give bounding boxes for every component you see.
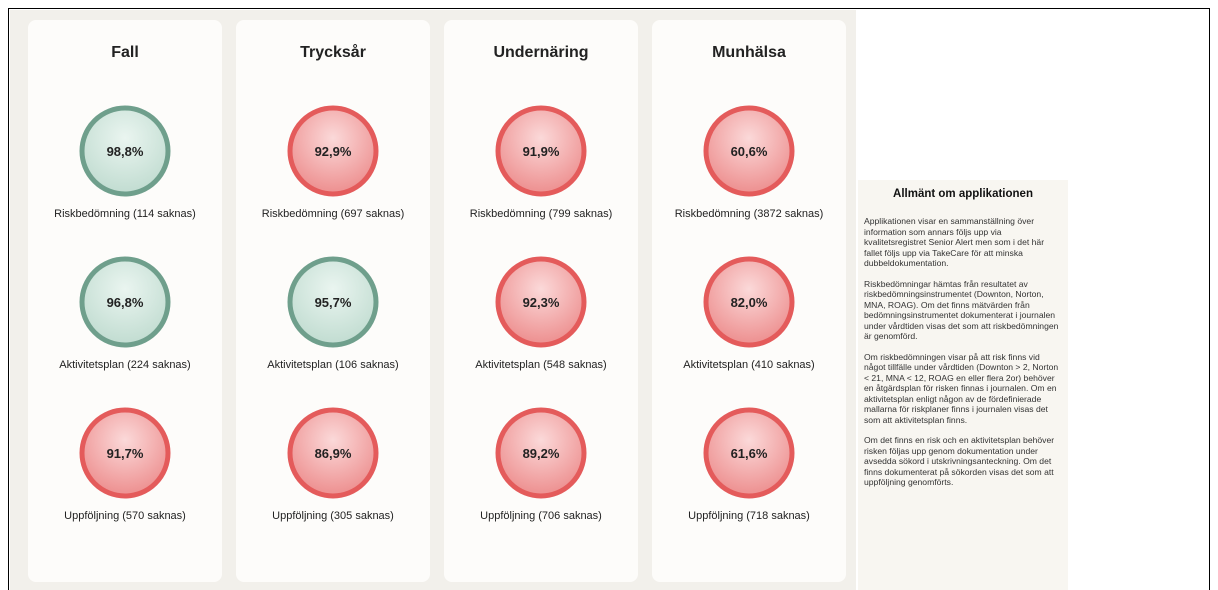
gauge-circle (287, 256, 379, 348)
metric: 96,8% Aktivitetsplan (224 saknas) (28, 255, 222, 405)
info-paragraph: Riskbedömningar hämtas från resultatet a… (864, 278, 1059, 342)
metric-label: Uppföljning (718 saknas) (688, 510, 810, 522)
gauge-circle (79, 407, 171, 499)
frame (8, 8, 1210, 590)
info-paragraph: Applikationen visar en sammanställning ö… (864, 216, 1045, 268)
gauge: 86,9% (287, 407, 379, 499)
metric-label: Aktivitetsplan (548 saknas) (475, 359, 607, 371)
metric-label: Riskbedömning (114 saknas) (54, 208, 196, 220)
gauge-value: 92,9% (315, 144, 352, 159)
card: Trycksår 92,9% Riskbedömning (697 saknas) 9… (236, 20, 430, 582)
metric-label: Uppföljning (305 saknas) (272, 510, 394, 522)
info-paragraph: Om det finns en risk och en aktivitetspl… (864, 435, 1055, 487)
gauge: 96,8% (79, 256, 171, 348)
metric-label: Riskbedömning (799 saknas) (469, 208, 613, 220)
metric-label: Aktivitetsplan (410 saknas) (683, 359, 815, 371)
gauge: 91,9% (495, 105, 587, 197)
gauge-value: 96,8% (107, 295, 144, 310)
gauge: 89,2% (495, 407, 587, 499)
gauge-value: 95,7% (315, 295, 352, 310)
metric: 61,6% Uppföljning (718 saknas) (652, 406, 846, 556)
gauge-circle (495, 407, 587, 499)
gauge-circle (287, 105, 379, 197)
gauge: 92,3% (495, 256, 587, 348)
card: Undernäring 91,9% Riskbedömning (799 sakna… (444, 20, 638, 582)
card-title: Munhälsa (712, 44, 786, 61)
metric: 82,0% Aktivitetsplan (410 saknas) (652, 255, 846, 405)
gauge: 91,7% (79, 407, 171, 499)
info-paragraph: Om riskbedömningen visar på att risk fin… (864, 351, 1059, 425)
metric: 60,6% Riskbedömning (3872 saknas) (652, 104, 846, 254)
gauge: 60,6% (703, 105, 795, 197)
gauge-circle (703, 105, 795, 197)
gauge: 95,7% (287, 256, 379, 348)
gauge-circle (495, 105, 587, 197)
metric-label: Uppföljning (706 saknas) (480, 510, 602, 522)
metric: 91,9% Riskbedömning (799 saknas) (444, 104, 638, 254)
metric-label: Aktivitetsplan (106 saknas) (267, 359, 399, 371)
metric: 89,2% Uppföljning (706 saknas) (444, 406, 638, 556)
gauge-value: 86,9% (315, 446, 352, 461)
gauge-circle (703, 256, 795, 348)
gauge: 92,9% (287, 105, 379, 197)
card: Fall 98,8% Riskbedömning (114 saknas) 96,8%… (28, 20, 222, 582)
gauge-value: 98,8% (107, 144, 144, 159)
metric: 95,7% Aktivitetsplan (106 saknas) (236, 255, 430, 405)
gauge-value: 61,6% (731, 446, 768, 461)
gauge-circle (79, 105, 171, 197)
metric: 86,9% Uppföljning (305 saknas) (236, 406, 430, 556)
gauge: 82,0% (703, 256, 795, 348)
card-title: Fall (111, 44, 139, 61)
gauge-circle (495, 256, 587, 348)
gauge: 61,6% (703, 407, 795, 499)
gauge-circle (703, 407, 795, 499)
gauge: 98,8% (79, 105, 171, 197)
metric-label: Aktivitetsplan (224 saknas) (59, 359, 191, 371)
metric: 92,3% Aktivitetsplan (548 saknas) (444, 255, 638, 405)
metric: 98,8% Riskbedömning (114 saknas) (28, 104, 222, 254)
metric: 92,9% Riskbedömning (697 saknas) (236, 104, 430, 254)
metric: 91,7% Uppföljning (570 saknas) (28, 406, 222, 556)
gauge-value: 82,0% (731, 295, 768, 310)
gauge-value: 91,9% (523, 144, 560, 159)
gauge-value: 92,3% (523, 295, 560, 310)
gauge-circle (79, 256, 171, 348)
gauge-circle (287, 407, 379, 499)
card-title: Trycksår (300, 44, 366, 61)
dashboard: Fall 98,8% Riskbedömning (114 saknas) 96,8%… (10, 10, 856, 590)
card-title: Undernäring (493, 44, 589, 61)
metric-label: Riskbedömning (697 saknas) (261, 208, 405, 220)
info-panel: Allmänt om applikationen Applikationen v… (858, 180, 1068, 590)
metric-label: Riskbedömning (3872 saknas) (674, 208, 824, 220)
info-title: Allmänt om applikationen (893, 188, 1033, 200)
metric-label: Uppföljning (570 saknas) (64, 510, 186, 522)
gauge-value: 89,2% (523, 446, 560, 461)
gauge-value: 60,6% (731, 144, 768, 159)
card: Munhälsa 60,6% Riskbedömning (3872 saknas)… (652, 20, 846, 582)
gauge-value: 91,7% (107, 446, 144, 461)
